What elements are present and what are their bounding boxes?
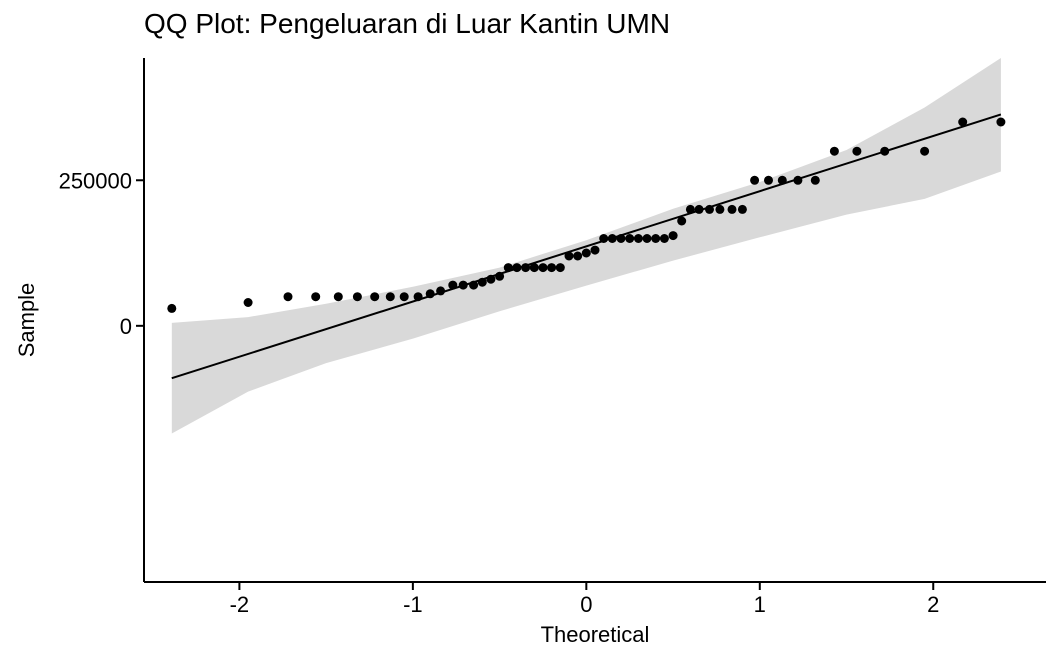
data-point (793, 175, 803, 185)
data-point (764, 175, 773, 185)
data-point (727, 204, 737, 214)
data-point (737, 204, 747, 214)
data-point (573, 251, 583, 261)
data-point (477, 277, 487, 287)
data-point (538, 263, 548, 273)
data-point (564, 251, 574, 261)
data-point (503, 263, 513, 273)
x-tick-label: 1 (754, 592, 766, 617)
data-point (436, 286, 446, 296)
data-point (829, 146, 839, 156)
axes-layer: -2 -1 0 1 2 0 250000 (59, 58, 1046, 617)
data-point (599, 234, 609, 243)
reference-line-layer (171, 113, 1002, 380)
data-point (333, 292, 343, 302)
data-point (705, 204, 714, 214)
data-point (352, 292, 362, 302)
data-point (385, 292, 395, 302)
data-point (750, 175, 760, 185)
data-point (486, 274, 496, 284)
data-point (311, 292, 321, 302)
x-tick-label: -1 (403, 592, 423, 617)
data-point (668, 231, 678, 241)
data-point (607, 234, 617, 243)
points-layer (167, 117, 1006, 313)
data-point (642, 234, 652, 243)
data-point (512, 263, 522, 273)
data-point (448, 280, 458, 290)
data-point (685, 204, 695, 214)
data-point (996, 117, 1006, 127)
data-point (413, 292, 423, 302)
data-point (581, 248, 591, 258)
x-axis-label: Theoretical (541, 622, 650, 647)
data-point (283, 292, 293, 302)
data-point (651, 234, 661, 243)
data-point (521, 263, 531, 273)
x-tick-label: 0 (580, 592, 592, 617)
x-tick-label: -2 (230, 592, 250, 617)
y-tick-label: 0 (120, 314, 132, 339)
data-point (167, 303, 177, 313)
data-point (659, 234, 669, 243)
data-point (458, 280, 468, 290)
x-tick-label: 2 (927, 592, 939, 617)
data-point (958, 117, 968, 127)
data-point (880, 146, 890, 156)
data-point (495, 271, 505, 281)
reference-line (171, 113, 1002, 380)
data-point (920, 146, 930, 156)
data-point (469, 280, 479, 290)
data-point (529, 263, 539, 273)
data-point (547, 263, 557, 273)
data-point (777, 175, 787, 185)
data-point (694, 204, 704, 214)
y-axis-label: Sample (14, 283, 39, 358)
chart-title: QQ Plot: Pengeluaran di Luar Kantin UMN (144, 8, 671, 39)
data-point (370, 292, 380, 302)
data-point (243, 298, 253, 307)
data-point (425, 289, 435, 299)
y-tick-label: 250000 (59, 168, 132, 193)
data-point (852, 146, 862, 156)
data-point (810, 175, 820, 185)
data-point (677, 216, 687, 226)
data-point (555, 263, 565, 273)
data-point (715, 204, 725, 214)
data-point (625, 234, 635, 243)
data-point (399, 292, 409, 302)
data-point (633, 234, 643, 243)
data-point (616, 234, 626, 243)
data-point (590, 245, 600, 255)
